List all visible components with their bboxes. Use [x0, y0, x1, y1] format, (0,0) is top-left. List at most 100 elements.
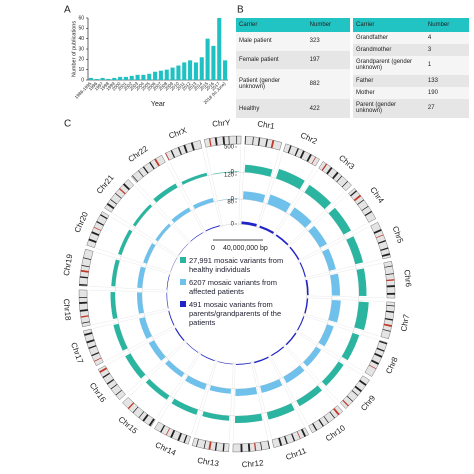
track-bar [166, 274, 170, 290]
panel-label: A [64, 5, 71, 16]
spoke [106, 326, 178, 365]
legend-swatch [180, 257, 186, 263]
header-cell: Carrier [236, 18, 307, 32]
bar [199, 57, 204, 80]
track-bar [234, 413, 263, 423]
track-bar [139, 317, 152, 339]
bar [112, 77, 117, 80]
track-bar [137, 292, 144, 314]
cell: Mother [353, 86, 425, 99]
x-tick-label: 1999 [105, 81, 116, 92]
x-tick-label: 2002 [123, 81, 134, 92]
cell: 4 [424, 32, 469, 44]
spoke [240, 146, 245, 227]
spoke [110, 216, 180, 259]
track-bar [322, 248, 336, 271]
bar [100, 77, 105, 80]
chromosome-label: ChrX [168, 126, 189, 141]
cell: 3 [424, 43, 469, 56]
band [88, 345, 97, 350]
track-tick-label: 120 [224, 173, 235, 179]
row: Grandfather 4 [353, 32, 469, 44]
track-bar [254, 356, 269, 364]
band [91, 352, 100, 357]
scale-start: 0 [211, 245, 215, 252]
track-bar [153, 183, 178, 203]
band [142, 166, 149, 174]
row: Grandmother 3 [353, 43, 469, 56]
band [380, 247, 389, 251]
table: Carrier Number Male patient 323 Female patie… [236, 18, 350, 118]
bar [141, 74, 146, 80]
spoke [126, 339, 187, 394]
spoke [169, 162, 207, 234]
band [354, 385, 362, 393]
band [270, 140, 275, 149]
band [311, 156, 317, 165]
x-tick-label: 1997 [94, 81, 105, 92]
track-bar [209, 385, 232, 394]
track-bar [266, 403, 295, 420]
chromosome-label: ChrY [212, 118, 232, 129]
spoke [293, 330, 362, 375]
chromosome-label: Chr15 [117, 415, 140, 436]
cell: 27 [424, 98, 469, 118]
band [149, 161, 155, 170]
x-axis-label: Year [151, 101, 166, 108]
cell: Parent (gender unknown) [353, 98, 425, 118]
band [93, 357, 102, 362]
bar [94, 78, 99, 80]
band [79, 297, 88, 299]
band [160, 425, 166, 433]
band [96, 221, 104, 226]
band [165, 152, 170, 161]
chromosome-label: Chr18 [62, 298, 73, 321]
x-tick-label: 1998 [99, 81, 110, 92]
cell: 1 [424, 55, 469, 75]
track-bar [275, 168, 305, 190]
band [165, 427, 171, 436]
band [385, 273, 394, 276]
band [329, 411, 336, 419]
spoke [287, 194, 348, 249]
x-tick-label: 2017 [210, 81, 221, 92]
track-bar [143, 243, 156, 264]
track-tick-label: 500 [224, 145, 235, 151]
band [110, 384, 118, 390]
band [341, 180, 348, 188]
band [86, 339, 95, 344]
band [81, 321, 90, 324]
track-bar [308, 225, 327, 248]
band [240, 443, 243, 452]
chromosome-label: Chr10 [324, 423, 347, 443]
band [148, 418, 155, 427]
track-bar [289, 207, 312, 228]
ideogram [165, 140, 203, 161]
spoke [303, 263, 382, 281]
track-bar [200, 354, 215, 362]
row: Male patient 323 [236, 32, 350, 51]
track-bar [168, 311, 175, 326]
band [170, 429, 176, 438]
x-tick-label: 2005 [140, 81, 151, 92]
chromosome-label: Chr1 [257, 119, 276, 131]
ideogram [244, 136, 283, 151]
spoke [232, 361, 236, 442]
band [79, 276, 88, 279]
chromosome-label: Chr8 [384, 355, 400, 375]
band [267, 440, 270, 449]
spoke [296, 223, 368, 262]
track-tick-label: 0 [231, 197, 235, 203]
track-bar [145, 378, 170, 400]
ideogram [232, 440, 271, 453]
band [79, 301, 88, 305]
band [81, 265, 90, 268]
band [252, 136, 254, 145]
band [373, 228, 382, 234]
band [236, 136, 238, 145]
band [127, 402, 135, 410]
band [93, 226, 102, 231]
spoke [250, 360, 268, 439]
band [377, 240, 386, 244]
